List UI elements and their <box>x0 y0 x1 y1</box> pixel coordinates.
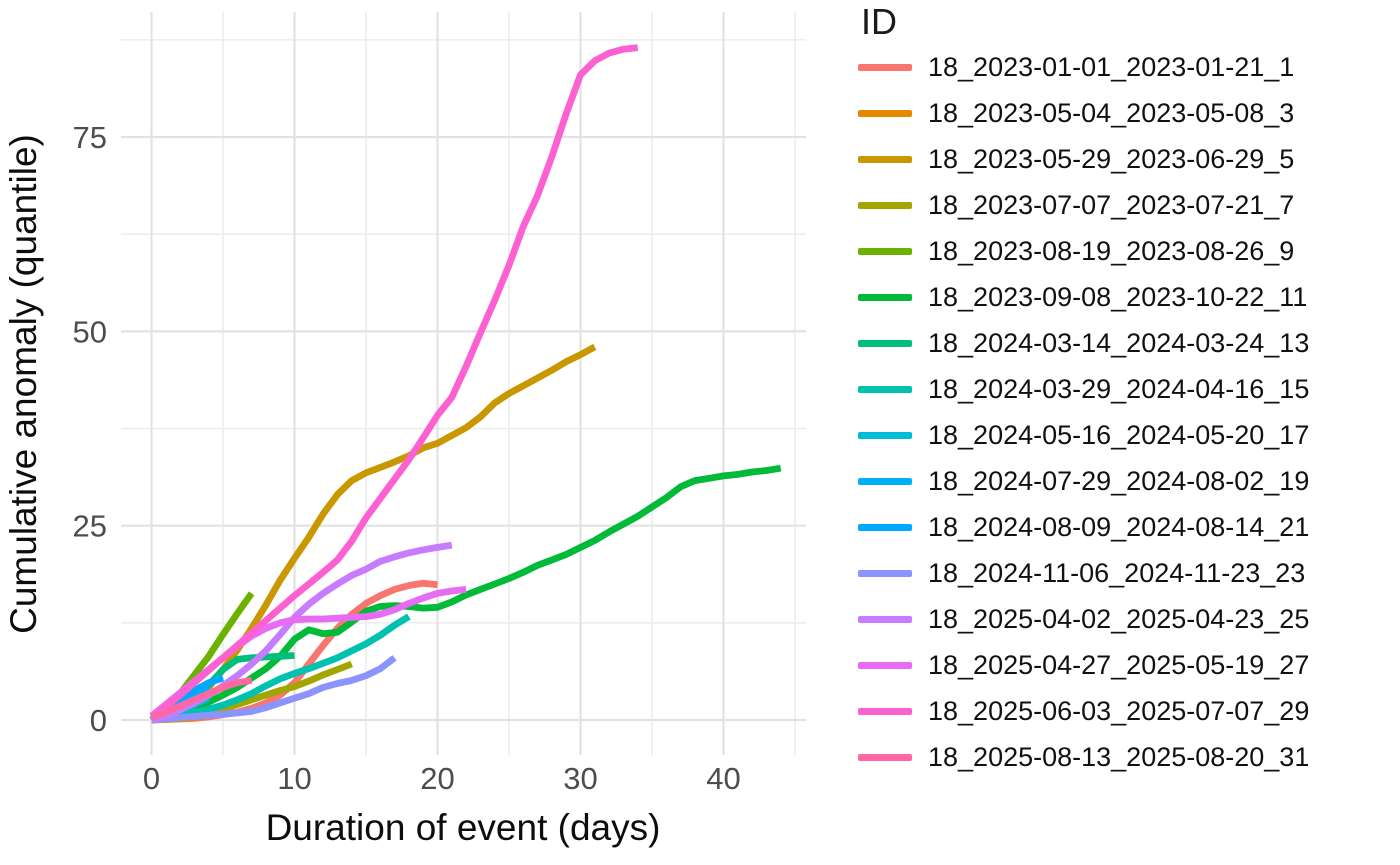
legend-label: 18_2023-09-08_2023-10-22_11 <box>928 281 1308 312</box>
y-tick-label: 25 <box>73 509 107 544</box>
legend-label: 18_2023-08-19_2023-08-26_9 <box>928 235 1295 266</box>
legend-label: 18_2025-06-03_2025-07-07_29 <box>928 695 1310 726</box>
legend-item: 18_2024-11-06_2024-11-23_23 <box>845 550 1397 596</box>
legend-label: 18_2023-01-01_2023-01-21_1 <box>928 51 1295 82</box>
y-axis-tick-labels: 0 25 50 75 <box>73 120 107 738</box>
legend-key-line <box>858 339 912 347</box>
legend-label: 18_2025-08-13_2025-08-20_31 <box>928 741 1310 772</box>
x-tick-label: 10 <box>277 761 311 796</box>
x-tick-label: 30 <box>563 761 597 796</box>
series-line <box>151 655 397 724</box>
legend-key-line <box>858 63 912 71</box>
series-line <box>150 677 253 721</box>
legend-item: 18_2023-05-04_2023-05-08_3 <box>845 90 1397 136</box>
legend-key-line <box>858 753 912 761</box>
series-lines <box>149 44 782 724</box>
legend-label: 18_2023-07-07_2023-07-21_7 <box>928 189 1295 220</box>
legend-label: 18_2024-07-29_2024-08-02_19 <box>928 465 1310 496</box>
legend-label: 18_2024-05-16_2024-05-20_17 <box>928 419 1310 450</box>
legend-key-line <box>858 569 912 577</box>
legend-title: ID <box>861 1 897 42</box>
legend-item: 18_2025-06-03_2025-07-07_29 <box>845 688 1397 734</box>
legend-item: 18_2025-08-13_2025-08-20_31 <box>845 734 1397 780</box>
legend-key-line <box>858 431 912 439</box>
y-tick-label: 0 <box>90 703 107 738</box>
x-axis-title: Duration of event (days) <box>266 807 661 848</box>
y-tick-label: 50 <box>73 314 107 349</box>
legend-label: 18_2024-08-09_2024-08-14_21 <box>928 511 1310 542</box>
legend-item: 18_2024-05-16_2024-05-20_17 <box>845 412 1397 458</box>
x-axis-tick-labels: 0 10 20 30 40 <box>143 761 741 796</box>
legend-key-line <box>858 477 912 485</box>
legend-items: 18_2023-01-01_2023-01-21_1 18_2023-05-04_… <box>845 44 1397 780</box>
legend-label: 18_2024-03-29_2024-04-16_15 <box>928 373 1310 404</box>
legend-label: 18_2024-11-06_2024-11-23_23 <box>928 557 1306 588</box>
legend-label: 18_2023-05-04_2023-05-08_3 <box>928 97 1295 128</box>
legend-item: 18_2023-07-07_2023-07-21_7 <box>845 182 1397 228</box>
y-tick-label: 75 <box>73 120 107 155</box>
series-line <box>149 44 639 719</box>
legend-key-line <box>858 707 912 715</box>
grid-major-lines <box>121 12 806 755</box>
legend-item: 18_2024-07-29_2024-08-02_19 <box>845 458 1397 504</box>
legend-item: 18_2024-03-14_2024-03-24_13 <box>845 320 1397 366</box>
legend-item: 18_2025-04-02_2025-04-23_25 <box>845 596 1397 642</box>
legend-key-line <box>858 109 912 117</box>
legend-item: 18_2023-08-19_2023-08-26_9 <box>845 228 1397 274</box>
legend-key-line <box>858 523 912 531</box>
legend: ID 18_2023-01-01_2023-01-21_1 18_2023-05-… <box>845 0 1397 780</box>
x-tick-label: 20 <box>420 761 454 796</box>
legend-key-line <box>858 201 912 209</box>
legend-key-line <box>858 661 912 669</box>
y-axis-title: Cumulative anomaly (quantile) <box>3 134 44 634</box>
legend-item: 18_2023-01-01_2023-01-21_1 <box>845 44 1397 90</box>
legend-label: 18_2023-05-29_2023-06-29_5 <box>928 143 1295 174</box>
grid-minor-lines <box>121 12 806 755</box>
legend-label: 18_2024-03-14_2024-03-24_13 <box>928 327 1310 358</box>
legend-label: 18_2025-04-02_2025-04-23_25 <box>928 603 1310 634</box>
plot-panel: 0 10 20 30 40 0 25 50 75 Duration of event (day… <box>3 12 806 848</box>
x-tick-label: 0 <box>143 761 160 796</box>
legend-key-line <box>858 615 912 623</box>
legend-label: 18_2025-04-27_2025-05-19_27 <box>928 649 1310 680</box>
legend-item: 18_2023-09-08_2023-10-22_11 <box>845 274 1397 320</box>
x-tick-label: 40 <box>706 761 740 796</box>
legend-key-line <box>858 293 912 301</box>
legend-key-line <box>858 155 912 163</box>
series-line <box>150 613 411 724</box>
legend-item: 18_2025-04-27_2025-05-19_27 <box>845 642 1397 688</box>
legend-key-line <box>858 385 912 393</box>
legend-item: 18_2023-05-29_2023-06-29_5 <box>845 136 1397 182</box>
series-line <box>150 464 782 724</box>
legend-item: 18_2024-08-09_2024-08-14_21 <box>845 504 1397 550</box>
legend-key-line <box>858 247 912 255</box>
legend-item: 18_2024-03-29_2024-04-16_15 <box>845 366 1397 412</box>
